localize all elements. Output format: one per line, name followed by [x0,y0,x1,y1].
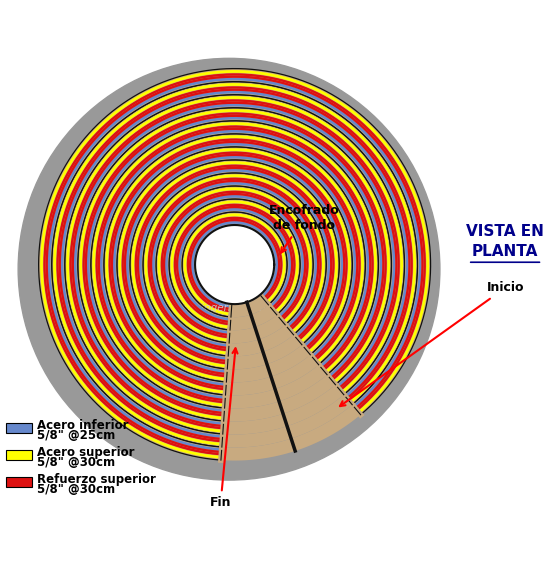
Polygon shape [228,325,294,356]
Polygon shape [169,199,300,330]
Text: 5/8" @30cm: 5/8" @30cm [37,456,115,469]
Polygon shape [225,365,327,408]
Text: Fin: Fin [210,348,237,509]
Polygon shape [222,395,352,448]
Circle shape [195,225,274,304]
Text: 5/8" @30cm: 5/8" @30cm [37,483,115,497]
FancyBboxPatch shape [6,477,31,487]
FancyBboxPatch shape [6,424,31,433]
Polygon shape [143,173,326,356]
Polygon shape [117,147,352,382]
Polygon shape [221,405,360,460]
Polygon shape [91,121,379,408]
Text: VISTA EN
PLANTA: VISTA EN PLANTA [466,224,544,259]
Text: www.libreingernieriacivil.com: www.libreingernieriacivil.com [150,303,303,313]
Polygon shape [39,68,431,460]
Polygon shape [104,134,365,395]
Text: Encofrado
de fondo: Encofrado de fondo [269,204,340,253]
Polygon shape [225,355,319,395]
Polygon shape [231,295,268,317]
Text: Acero inferior: Acero inferior [37,419,129,432]
Polygon shape [130,160,339,369]
Polygon shape [156,186,314,343]
Text: 5/8" @25cm: 5/8" @25cm [37,429,115,442]
Text: Refuerzo superior: Refuerzo superior [37,473,156,486]
Polygon shape [226,345,310,383]
Polygon shape [78,108,391,421]
Polygon shape [230,305,277,330]
FancyBboxPatch shape [6,450,31,460]
Polygon shape [223,385,344,435]
Polygon shape [65,95,405,434]
Text: Acero superior: Acero superior [37,446,135,459]
Polygon shape [52,82,417,447]
Polygon shape [182,212,287,317]
Text: Inicio: Inicio [340,281,524,406]
Polygon shape [227,335,302,369]
Polygon shape [229,315,285,343]
Circle shape [18,58,440,480]
Polygon shape [224,375,336,421]
